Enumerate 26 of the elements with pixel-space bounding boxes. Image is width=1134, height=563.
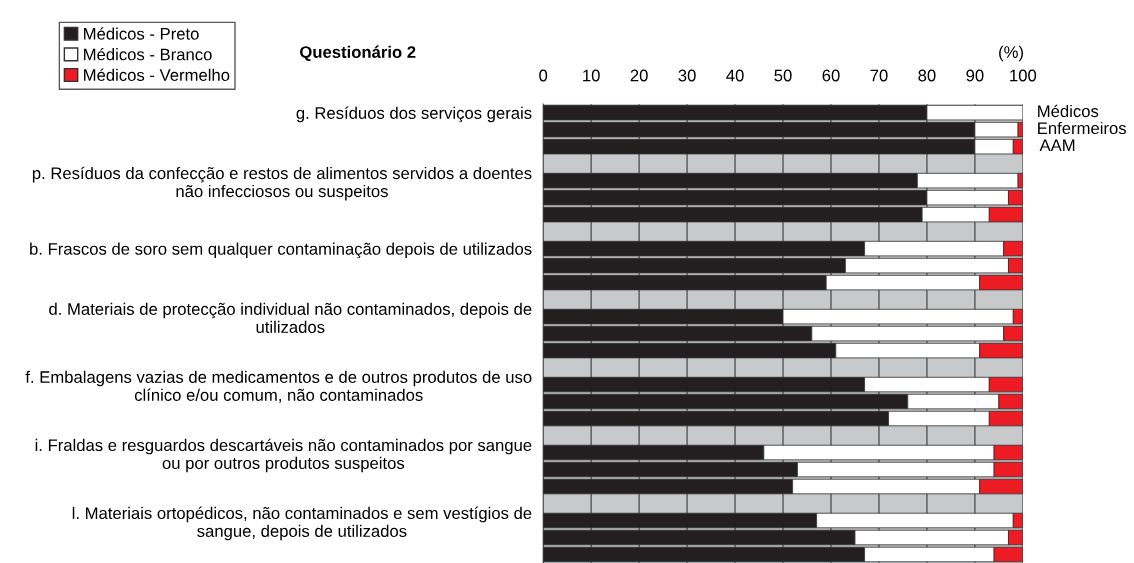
legend-label: Médicos - Vermelho [84, 68, 230, 81]
x-tick-label: 0 [539, 69, 548, 82]
y-tick-label: i. Fraldas e resguardos descartáveis não contaminados por sangue ou por outros produtos suspeitos [35, 438, 532, 473]
y-tick-label: p. Resíduos da confecção e restos de alimentos servidos a doentes não infecciosos ou suspeitos [32, 166, 532, 201]
legend-label: Médicos - Branco [84, 47, 212, 61]
x-tick-label: 70 [870, 69, 888, 82]
x-tick-label: 90 [966, 69, 984, 82]
x-tick-label: 40 [726, 69, 744, 82]
legend-label: Médicos - Preto [84, 27, 199, 40]
y-tick-label: l. Materiais ortopédicos, não contaminados e sem vestígios de sangue, depois de utilizados [72, 506, 532, 541]
y-tick-label: g. Resíduos dos serviços gerais [296, 106, 532, 123]
text: Questionário 2 [300, 45, 416, 62]
x-tick-label: 10 [583, 69, 600, 82]
x-tick-label: 80 [918, 69, 936, 82]
x-tick-label: 30 [678, 69, 696, 82]
x-tick-label: 20 [630, 69, 648, 82]
y-tick-label: d. Materiais de protecção individual não contaminados, depois de utilizados [49, 302, 532, 334]
text: Médicos [1038, 104, 1099, 118]
x-axis-title: (%) [999, 45, 1023, 62]
x-tick-label: 100 [1010, 69, 1037, 82]
text: AAM [1039, 139, 1075, 151]
text: Enfermeiros [1038, 121, 1126, 135]
y-tick-label: b. Frascos de soro sem qualquer contaminação depois de utilizados [30, 242, 532, 259]
y-tick-label: f. Embalagens vazias de medicamentos e de outros produtos de uso clínico e/ou comum, não contaminados [25, 370, 532, 403]
x-tick-label: 50 [774, 69, 792, 82]
x-tick-label: 60 [822, 69, 840, 82]
